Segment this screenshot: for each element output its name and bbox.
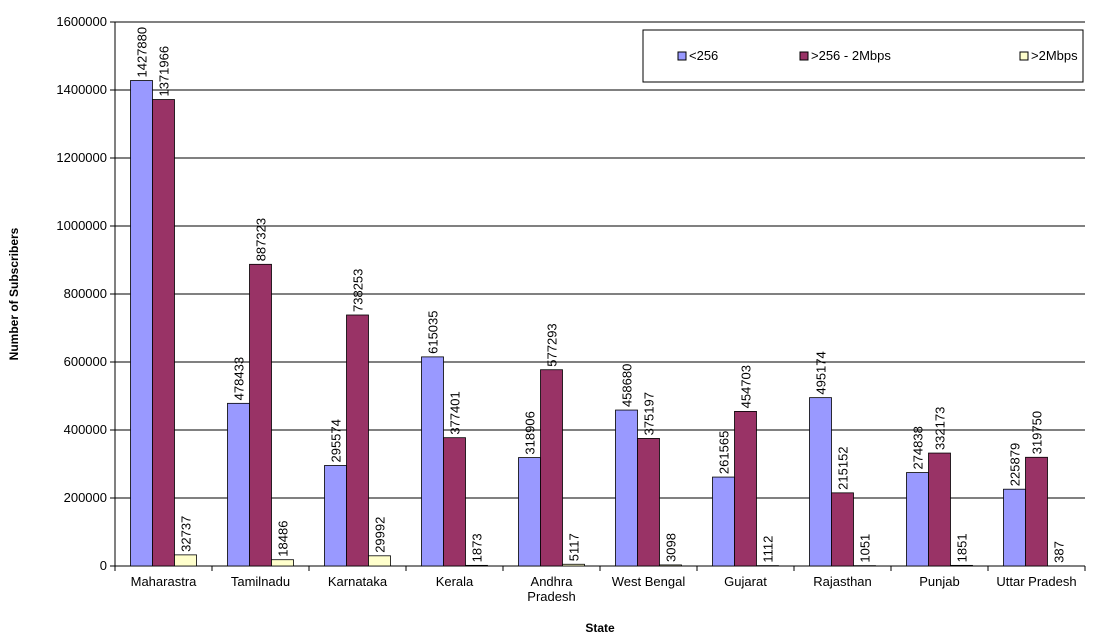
bar	[809, 397, 832, 567]
y-tick-label: 600000	[64, 354, 107, 369]
y-tick-label: 1000000	[56, 218, 107, 233]
y-tick-label: 200000	[64, 490, 107, 505]
data-label: 577293	[545, 323, 560, 366]
y-axis-title: Number of Subscribers	[7, 227, 21, 360]
bar	[928, 452, 951, 567]
x-tick-label: Karnataka	[327, 574, 388, 589]
data-label: 261565	[717, 431, 732, 474]
data-label: 318906	[523, 411, 538, 454]
bar	[346, 314, 369, 567]
bar	[271, 559, 294, 567]
x-tick-label: West Bengal	[611, 574, 686, 589]
data-label: 1427880	[135, 27, 150, 78]
legend-label: >2Mbps	[1031, 48, 1078, 63]
legend-swatch	[799, 51, 809, 61]
bar	[540, 369, 563, 567]
data-label: 3098	[664, 533, 679, 562]
data-label: 332173	[933, 407, 948, 450]
data-label: 1851	[955, 533, 970, 562]
data-label: 1112	[761, 536, 776, 563]
bar	[659, 564, 682, 567]
bar	[712, 476, 735, 567]
legend-label: <256	[689, 48, 718, 63]
data-label: 478433	[232, 357, 247, 400]
data-label: 738253	[351, 269, 366, 312]
bar	[249, 263, 272, 567]
data-label: 387	[1052, 541, 1067, 563]
legend-swatch	[1019, 51, 1029, 61]
bar	[130, 80, 153, 567]
bar	[562, 563, 585, 567]
data-label: 454703	[739, 365, 754, 408]
data-label: 274838	[911, 426, 926, 469]
y-tick-label: 1400000	[56, 82, 107, 97]
x-tick-label: Gujarat	[724, 574, 767, 589]
data-label: 495174	[814, 351, 829, 394]
bar	[152, 99, 175, 567]
data-label: 215152	[836, 446, 851, 489]
data-label: 377401	[448, 391, 463, 434]
legend-swatch	[677, 51, 687, 61]
bar	[465, 564, 488, 567]
y-tick-label: 0	[100, 558, 107, 573]
bar	[637, 438, 660, 567]
x-axis-title: State	[585, 621, 615, 635]
data-label: 1873	[470, 533, 485, 562]
x-tick-label: Andhra Pradesh	[527, 574, 576, 604]
data-label: 887323	[254, 218, 269, 261]
bar	[1003, 488, 1026, 567]
y-tick-label: 800000	[64, 286, 107, 301]
bar	[831, 492, 854, 567]
y-tick-label: 1600000	[56, 14, 107, 29]
bar	[443, 437, 466, 567]
data-label: 32737	[179, 516, 194, 552]
x-tick-label: Punjab	[919, 574, 960, 589]
bar	[734, 411, 757, 567]
x-tick-label: Maharastra	[130, 574, 197, 589]
data-label: 29992	[373, 517, 388, 553]
data-label: 375197	[642, 392, 657, 435]
x-tick-label: Uttar Pradesh	[996, 574, 1077, 589]
data-label: 1371966	[157, 46, 172, 97]
data-label: 225879	[1008, 443, 1023, 486]
bar	[906, 472, 929, 567]
legend-label: >256 - 2Mbps	[811, 48, 891, 63]
bar	[615, 409, 638, 567]
y-tick-label: 1200000	[56, 150, 107, 165]
legend-box	[642, 29, 1084, 83]
data-label: 1051	[858, 534, 873, 563]
data-label: 615035	[426, 310, 441, 353]
bar	[174, 554, 197, 567]
x-tick-label: Rajasthan	[813, 574, 872, 589]
bar	[950, 564, 973, 567]
x-tick-label: Kerala	[435, 574, 474, 589]
bar	[227, 402, 250, 567]
bar	[324, 465, 347, 567]
data-label: 319750	[1030, 411, 1045, 454]
bar	[368, 555, 391, 567]
x-tick-label: Tamilnadu	[230, 574, 291, 589]
data-label: 295574	[329, 419, 344, 462]
data-label: 458680	[620, 364, 635, 407]
data-label: 5117	[567, 533, 582, 561]
bar	[421, 356, 444, 567]
y-tick-label: 400000	[64, 422, 107, 437]
bar	[1025, 456, 1048, 567]
bar	[518, 457, 541, 567]
data-label: 18486	[276, 521, 291, 557]
